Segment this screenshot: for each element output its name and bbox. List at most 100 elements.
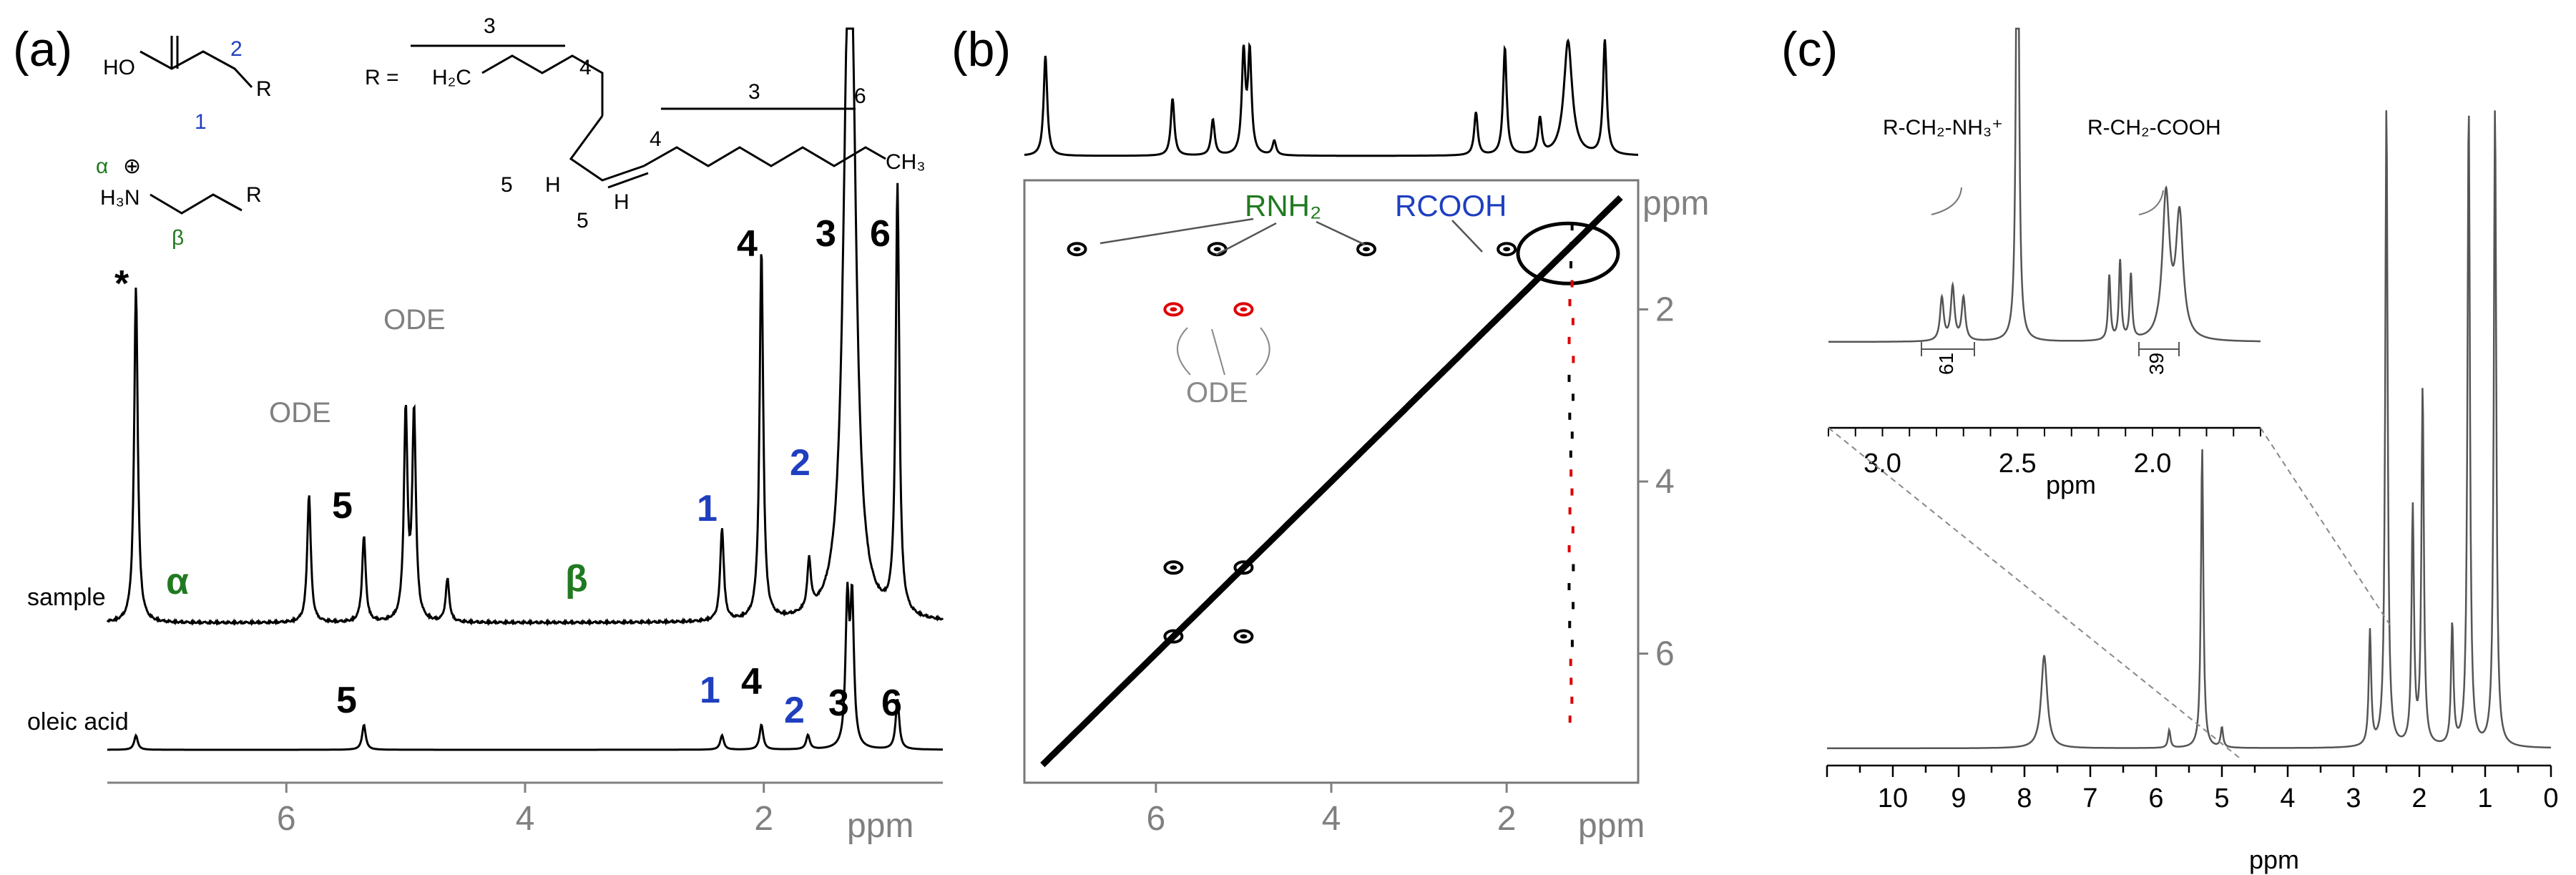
peak-label-1-sample: 1	[697, 488, 718, 529]
panel-b-y-tick-label: 2	[1655, 290, 1675, 328]
oleyl-num3-top: 3	[484, 14, 496, 38]
structure-amine	[150, 193, 243, 215]
panel-c-tick-label: 7	[2082, 783, 2097, 813]
cross-peak	[1233, 629, 1254, 644]
t1-noise-streak	[1567, 582, 1571, 590]
t1-noise-streak	[1570, 223, 1574, 231]
panel-b-y-axis: 2 4 6	[1638, 290, 1675, 673]
peak-label-6-oleic: 6	[881, 683, 902, 724]
t1-noise-streak	[1569, 450, 1572, 458]
cross-peak-core	[1170, 634, 1177, 639]
t1-noise-streak	[1571, 318, 1575, 326]
cross-peak-core	[1503, 247, 1511, 252]
amine-plus: ⊕	[123, 155, 141, 178]
noesy-aliphatic-cluster	[1516, 221, 1620, 285]
oleyl-h-b: H	[614, 190, 630, 214]
peak-label-2-oleic: 2	[784, 690, 805, 731]
oleyl-r-equals: R =	[365, 66, 399, 89]
panel-b-x-tick-label: 6	[1147, 800, 1166, 838]
ode-label: ODE	[1186, 377, 1248, 409]
panel-c-tick-label: 2	[2411, 783, 2426, 813]
amine-alpha: α	[96, 155, 108, 178]
t1-noise-streak	[1570, 696, 1574, 704]
sample-trace-label: sample	[27, 584, 106, 611]
inset-x-axis: 3.0 2.5 2.0	[1828, 426, 2261, 479]
panel-b-x-axis: 6 4 2	[1147, 783, 1517, 838]
oleyl-num4-a: 4	[579, 56, 592, 79]
panel-b-y-tick-label: 4	[1655, 463, 1675, 501]
oleic-trace-label: oleic acid	[27, 708, 129, 735]
cross-peak	[1356, 242, 1377, 257]
inset-tick-label: 2.5	[1999, 449, 2037, 479]
amine-h3n-text: H₃N	[100, 186, 140, 210]
panel-a-axis-unit: ppm	[847, 807, 914, 845]
inset-integral-curves	[1931, 187, 2164, 215]
panel-c-tick-label: 1	[2477, 783, 2492, 813]
t1-noise-streak	[1569, 658, 1572, 666]
cross-peak	[1233, 560, 1254, 575]
t1-noise-streak	[1568, 620, 1572, 628]
peak-label-5-sample: 5	[332, 485, 353, 527]
panel-b: (b) RNH₂ RCOOH ODE 6 4 2 2 4 6 ppm ppm	[951, 22, 1709, 845]
peak-label-beta: β	[565, 558, 588, 600]
peak-label-2-sample: 2	[790, 442, 810, 484]
sample-spectrum	[106, 27, 944, 627]
panel-b-x-tick-label: 2	[1497, 800, 1517, 838]
t1-noise-streak	[1572, 602, 1575, 610]
panel-a-tick-label: 6	[277, 800, 296, 838]
panel-c-tick-label: 8	[2017, 783, 2032, 813]
panel-a-tick-label: 4	[516, 800, 535, 838]
peak-label-3-sample: 3	[816, 213, 836, 255]
amine-r-text: R	[246, 183, 262, 207]
t1-noise-streak	[1570, 431, 1574, 439]
cross-peak	[1497, 242, 1517, 257]
structure-oleyl	[411, 44, 886, 189]
cross-peak	[1163, 629, 1184, 644]
panel-c-tick-label: 5	[2214, 783, 2229, 813]
cross-peak-core	[1240, 307, 1248, 312]
structure-acid	[139, 36, 253, 89]
inset-tick-label: 2.0	[2134, 449, 2172, 479]
t1-noise-streak	[1569, 469, 1573, 477]
peak-label-4-sample: 4	[737, 223, 758, 265]
integral-61: 61	[1935, 353, 1957, 375]
amine-beta: β	[172, 226, 184, 250]
oleyl-num3-mid: 3	[748, 80, 760, 104]
oleyl-h-a: H	[545, 173, 561, 197]
oleyl-num5-b: 5	[577, 209, 589, 233]
t1-noise-streak	[1568, 298, 1572, 306]
peak-label-1-oleic: 1	[700, 670, 720, 711]
oleic-acid-spectrum	[107, 582, 943, 751]
t1-noise-streak	[1570, 640, 1574, 647]
t1-noise-streak	[1567, 336, 1571, 344]
panel-b-y-tick-label: 6	[1655, 635, 1675, 673]
cross-peak-core	[1363, 247, 1371, 252]
oleyl-ch3: CH₃	[886, 150, 926, 174]
main-spectrum	[1827, 110, 2551, 750]
t1-noise-streak	[1568, 507, 1572, 515]
integral-39: 39	[2145, 353, 2168, 375]
t1-noise-streak	[1572, 564, 1575, 572]
noesy-leader-lines	[1100, 217, 1483, 256]
inset-tick-label: 3.0	[1864, 449, 1901, 479]
t1-noise-streak	[1569, 678, 1573, 685]
oleyl-num5-a: 5	[501, 173, 513, 197]
panel-b-label: (b)	[951, 22, 1011, 77]
peak-label-6-sample: 6	[870, 213, 891, 255]
panel-a-x-axis: 6 4 2	[107, 781, 943, 838]
panel-c-tick-label: 10	[1878, 783, 1908, 813]
panel-c-tick-label: 6	[2148, 783, 2163, 813]
panel-c-label: (c)	[1781, 22, 1838, 77]
t1-noise-streak	[1572, 356, 1575, 363]
panel-c-tick-label: 0	[2543, 783, 2558, 813]
cross-peak	[1163, 560, 1184, 575]
inset-zoom-lines	[1828, 427, 2393, 761]
oleyl-num6: 6	[854, 84, 866, 108]
inset-axis-unit: ppm	[2046, 470, 2096, 499]
panel-c-axis-unit: ppm	[2249, 845, 2299, 874]
panel-b-x-tick-label: 4	[1322, 800, 1341, 838]
inset-spectrum	[1828, 27, 2261, 343]
peak-label-alpha: α	[166, 561, 189, 602]
peak-label-star: *	[114, 263, 129, 305]
